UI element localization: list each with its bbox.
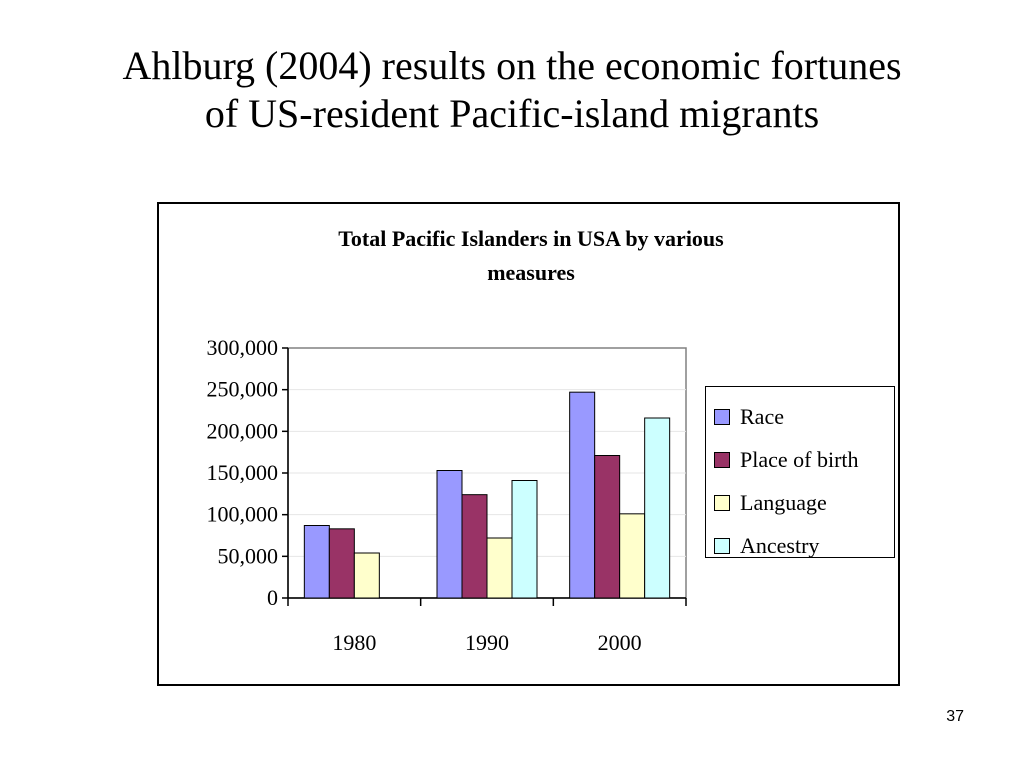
legend-item-language: Language: [714, 481, 894, 524]
page-number: 37: [946, 708, 964, 725]
legend-label-race: Race: [740, 403, 784, 429]
x-tick-label: 1990: [465, 630, 509, 655]
legend-swatch-place-of-birth: [714, 451, 730, 468]
chart-title-line-1: Total Pacific Islanders in USA by variou…: [338, 226, 724, 251]
legend-item-place-of-birth: Place of birth: [714, 438, 894, 481]
y-tick-label: 200,000: [207, 418, 279, 443]
x-tick-label: 2000: [598, 630, 642, 655]
bar-place-of-birth-1980: [328, 528, 355, 599]
slide-title: Ahlburg (2004) results on the economic f…: [0, 42, 1024, 138]
chart-title-line-2: measures: [487, 260, 575, 285]
slide-title-line-1: Ahlburg (2004) results on the economic f…: [122, 43, 902, 88]
legend-swatch-race: [714, 408, 730, 425]
legend-label-place-of-birth: Place of birth: [740, 446, 859, 472]
bar-race-2000: [569, 391, 596, 599]
legend-item-race: Race: [714, 395, 894, 438]
bar-place-of-birth-2000: [594, 455, 621, 599]
bar-place-of-birth-1990: [461, 494, 488, 599]
slide-title-line-2: of US-resident Pacific-island migrants: [204, 91, 820, 136]
legend-label-ancestry: Ancestry: [740, 532, 820, 558]
bar-language-1980: [353, 552, 380, 599]
y-tick-label: 150,000: [207, 460, 279, 485]
legend-swatch-ancestry: [714, 537, 730, 554]
y-tick-label: 300,000: [207, 335, 279, 360]
y-tick-label: 100,000: [207, 502, 279, 527]
bar-ancestry-1990: [511, 480, 538, 599]
bar-language-2000: [619, 513, 646, 599]
legend-label-language: Language: [740, 489, 827, 515]
legend-item-ancestry: Ancestry: [714, 524, 894, 567]
legend-swatch-language: [714, 494, 730, 511]
y-tick-label: 0: [267, 585, 278, 610]
bar-race-1990: [436, 470, 463, 599]
x-tick-label: 1980: [332, 630, 376, 655]
chart-legend: Race Place of birth Language Ancestry: [705, 386, 895, 558]
bar-language-1990: [486, 537, 513, 599]
chart-title: Total Pacific Islanders in USA by variou…: [0, 222, 1024, 290]
bar-race-1980: [303, 525, 330, 599]
bar-ancestry-2000: [644, 417, 671, 599]
y-tick-label: 250,000: [207, 377, 279, 402]
y-tick-label: 50,000: [218, 543, 279, 568]
